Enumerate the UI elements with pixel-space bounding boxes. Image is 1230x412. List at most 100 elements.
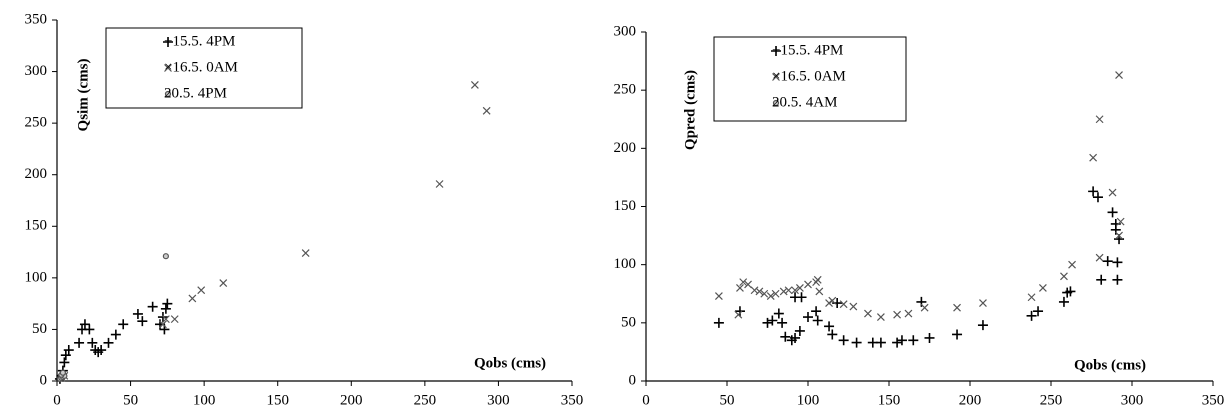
x-tick-label: 300 — [1121, 392, 1144, 408]
marker — [1107, 207, 1118, 218]
y-tick-label: 250 — [25, 115, 48, 131]
marker — [1096, 274, 1107, 285]
marker — [1088, 186, 1099, 197]
x-tick-label: 50 — [720, 392, 735, 408]
legend-box — [105, 27, 303, 109]
marker — [828, 296, 837, 305]
marker — [812, 315, 823, 326]
marker — [188, 294, 197, 303]
y-tick-label: 50 — [32, 321, 47, 337]
y-tick-label: 50 — [621, 314, 636, 330]
marker — [435, 180, 444, 188]
y-tick-label: 0 — [629, 372, 637, 388]
x-tick-label: 350 — [1202, 392, 1225, 408]
marker — [744, 280, 752, 289]
legend-label: +15.5. 4PM — [772, 42, 843, 58]
marker — [163, 37, 173, 47]
marker — [1058, 296, 1069, 307]
marker — [979, 299, 987, 307]
marker — [164, 90, 172, 98]
marker — [1033, 306, 1044, 317]
marker — [839, 300, 848, 309]
legend-box — [713, 36, 907, 122]
y-axis-label: Qsim (cms) — [75, 59, 91, 132]
marker — [1112, 274, 1123, 285]
legend-label: 20.5. 4PM — [164, 85, 227, 101]
y-tick-label: 150 — [614, 198, 637, 214]
legend-label: ×16.5. 0AM — [772, 68, 846, 84]
marker — [1038, 284, 1047, 292]
marker — [147, 301, 158, 312]
marker — [470, 81, 479, 89]
marker — [766, 292, 775, 301]
marker — [813, 275, 822, 284]
marker — [1115, 231, 1123, 240]
marker — [755, 287, 764, 296]
marker — [904, 309, 913, 318]
marker — [876, 313, 885, 321]
marker — [790, 332, 801, 343]
marker — [74, 337, 85, 348]
marker — [736, 284, 744, 292]
marker — [161, 315, 170, 324]
y-tick-label: 100 — [614, 256, 637, 272]
marker — [1089, 153, 1098, 162]
marker — [796, 292, 807, 303]
marker — [779, 287, 788, 296]
marker — [750, 286, 759, 295]
y-tick-label: 200 — [614, 140, 637, 156]
marker — [791, 286, 799, 295]
y-tick-label: 300 — [25, 63, 48, 79]
y-tick-label: 150 — [25, 218, 48, 234]
marker — [803, 312, 813, 323]
marker — [1026, 310, 1037, 321]
y-tick-label: 100 — [25, 269, 48, 285]
x-tick-label: 150 — [878, 392, 901, 408]
marker — [1060, 272, 1068, 281]
x-axis-label: Qobs (cms) — [1074, 357, 1146, 373]
marker — [170, 315, 179, 324]
x-tick-label: 200 — [340, 392, 363, 408]
legend-label: ×16.5. 0AM — [164, 59, 238, 75]
x-tick-label: 100 — [193, 392, 216, 408]
marker — [771, 289, 780, 298]
marker — [864, 309, 872, 318]
marker — [1108, 188, 1117, 197]
y-tick-label: 200 — [25, 166, 48, 182]
marker — [1092, 192, 1103, 203]
legend-label: +15.5. 4PM — [164, 33, 235, 49]
marker — [160, 303, 171, 314]
marker — [794, 325, 805, 336]
marker — [734, 306, 745, 317]
marker — [772, 73, 780, 81]
marker — [777, 317, 788, 328]
y-tick-label: 300 — [614, 23, 637, 39]
marker — [760, 289, 769, 298]
marker — [875, 337, 886, 348]
marker — [784, 286, 793, 295]
marker — [59, 357, 70, 368]
y-tick-label: 0 — [40, 372, 48, 388]
marker — [953, 303, 961, 312]
x-axis-label: Qobs (cms) — [474, 355, 546, 371]
marker — [103, 337, 114, 348]
x-tick-label: 50 — [123, 392, 138, 408]
marker — [795, 284, 804, 292]
marker — [762, 317, 773, 328]
x-tick-label: 250 — [1040, 392, 1063, 408]
marker — [804, 280, 812, 289]
marker — [851, 337, 862, 348]
marker — [1095, 253, 1104, 262]
y-axis-label: Qpred (cms) — [682, 70, 698, 150]
marker — [132, 308, 143, 319]
marker — [893, 310, 902, 319]
marker — [916, 296, 927, 307]
marker — [301, 249, 310, 258]
marker — [714, 292, 723, 301]
marker — [767, 315, 778, 326]
marker — [59, 369, 66, 376]
marker — [219, 279, 228, 287]
x-tick-label: 0 — [642, 392, 650, 408]
x-tick-label: 300 — [487, 392, 510, 408]
